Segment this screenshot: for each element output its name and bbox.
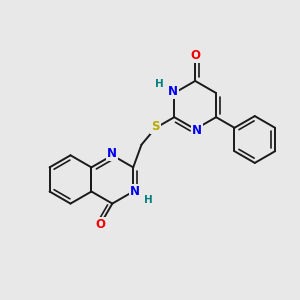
Text: O: O [190,49,200,62]
Text: H: H [144,195,153,205]
Text: O: O [95,218,105,231]
Text: N: N [192,124,202,137]
Text: S: S [151,120,160,133]
Text: N: N [168,85,178,98]
Text: N: N [130,185,140,198]
Text: N: N [107,147,117,160]
Text: H: H [154,79,163,89]
